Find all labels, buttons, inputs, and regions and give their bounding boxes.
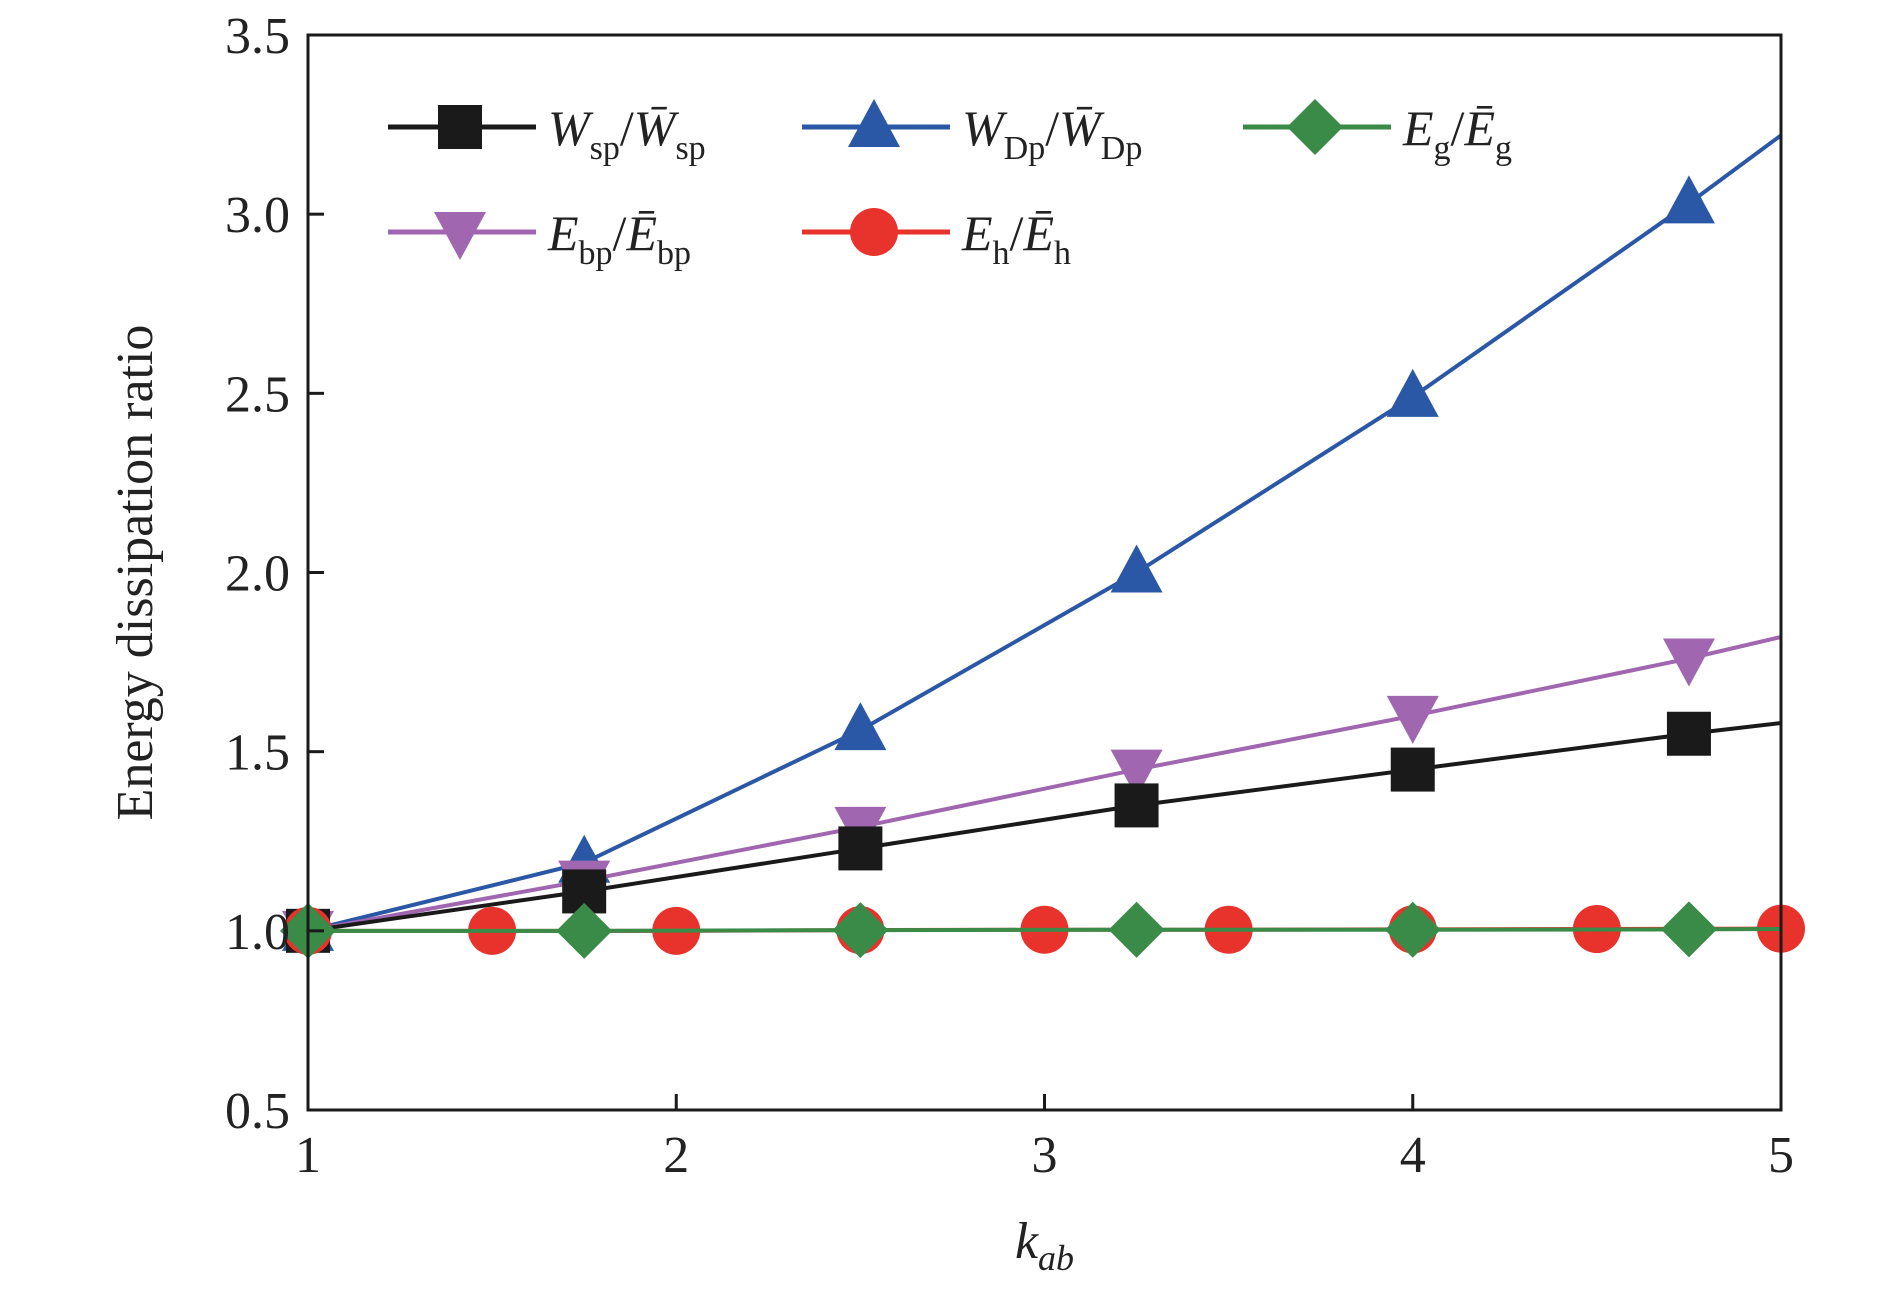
- legend-label: Eg/Ēg: [1402, 100, 1512, 167]
- y-tick-label: 0.5: [225, 1083, 290, 1140]
- x-tick-label: 3: [1032, 1127, 1058, 1184]
- data-point-eg: [1108, 901, 1165, 958]
- x-tick-label: 5: [1768, 1127, 1794, 1184]
- legend-item-wdp: WDp/W̄Dp: [802, 99, 1142, 167]
- y-tick-label: 3.5: [225, 8, 290, 65]
- data-point-wsp: [1666, 711, 1711, 756]
- data-point-ebp: [1110, 749, 1163, 798]
- legend-item-eh: Eh/Ēh: [802, 205, 1071, 272]
- x-axis-label-sub: ab: [1038, 1238, 1074, 1278]
- x-tick-label: 1: [295, 1127, 321, 1184]
- data-point-wdp: [1386, 368, 1439, 417]
- x-tick-label: 2: [663, 1127, 689, 1184]
- series-line-wsp: [307, 721, 1782, 933]
- x-tick-label: 4: [1400, 1127, 1426, 1184]
- data-point-eg: [1660, 901, 1717, 958]
- legend-marker: [850, 208, 898, 256]
- data-point-wsp: [838, 826, 883, 871]
- data-point-wdp: [1110, 544, 1163, 593]
- data-point-eg: [832, 902, 889, 959]
- legend-item-eg: Eg/Ēg: [1243, 99, 1512, 167]
- legend-label: Wsp/W̄sp: [548, 100, 706, 167]
- data-point-wdp: [834, 702, 887, 751]
- data-point-eg: [1384, 901, 1441, 958]
- legend-label: WDp/W̄Dp: [962, 100, 1142, 167]
- data-point-eg: [556, 902, 613, 959]
- series-eg: [280, 901, 1782, 959]
- y-tick-label: 3.0: [225, 187, 290, 244]
- data-point-ebp: [1662, 638, 1715, 687]
- data-point-ebp: [1386, 695, 1439, 744]
- data-point-wsp: [1390, 747, 1435, 792]
- y-axis-label: Energy dissipation ratio: [107, 325, 164, 821]
- axes: 1 2 3 4 5 0.5 1.0 1.5 2.0 2.5 3.0 3.5: [225, 8, 1794, 1184]
- data-point-wdp: [1662, 175, 1715, 224]
- y-tick-label: 2.5: [225, 366, 290, 423]
- x-axis-label-main: k: [1015, 1213, 1039, 1270]
- series-line-ebp: [307, 635, 1782, 933]
- data-point-wsp: [1114, 783, 1159, 828]
- legend-marker: [434, 212, 486, 260]
- plot-area: [280, 133, 1805, 959]
- y-tick-label: 1.5: [225, 725, 290, 782]
- legend: Wsp/W̄sp WDp/W̄Dp Eg/Ēg Ebp/Ēbp Eh/Ēh: [388, 99, 1512, 272]
- x-axis-label: kab: [1015, 1213, 1074, 1278]
- legend-item-ebp: Ebp/Ēbp: [388, 205, 691, 272]
- legend-item-wsp: Wsp/W̄sp: [388, 100, 706, 167]
- legend-marker: [438, 105, 482, 149]
- legend-label: Ebp/Ēbp: [547, 205, 691, 272]
- series-line-eg: [308, 927, 1782, 933]
- legend-marker: [848, 99, 900, 147]
- y-tick-label: 1.0: [225, 904, 290, 961]
- legend-label: Eh/Ēh: [961, 205, 1071, 272]
- legend-marker: [1287, 99, 1343, 155]
- y-tick-label: 2.0: [225, 546, 290, 603]
